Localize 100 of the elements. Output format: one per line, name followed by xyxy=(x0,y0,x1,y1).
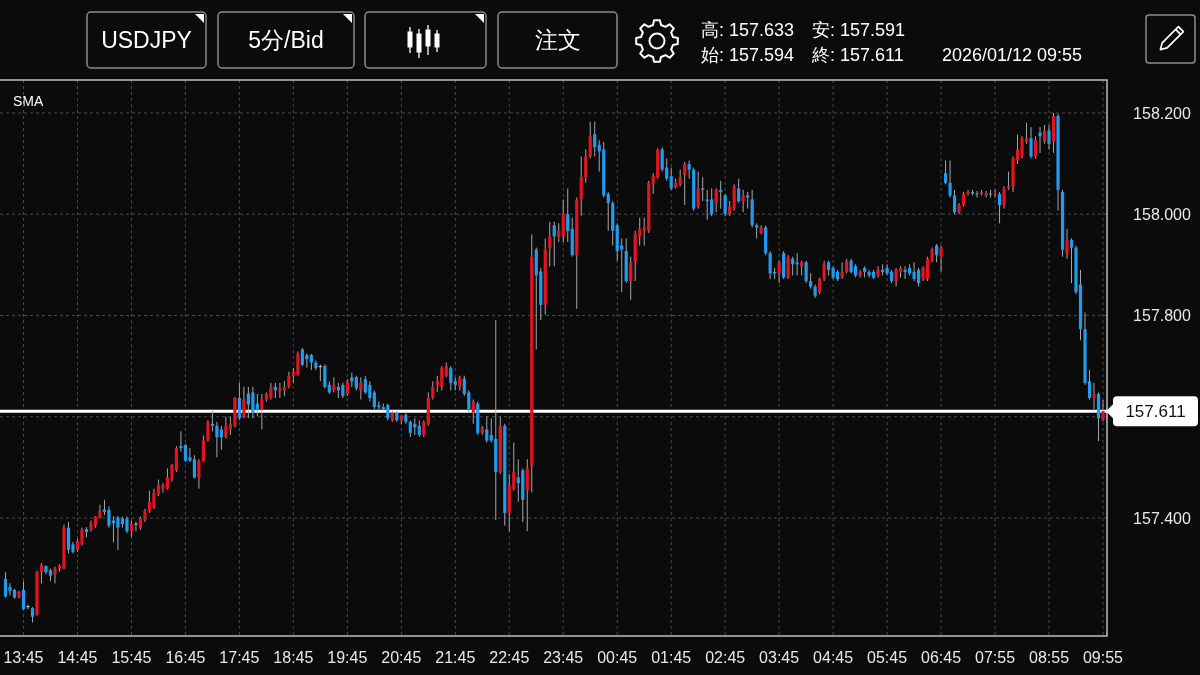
candlestick xyxy=(1069,238,1074,284)
candlestick xyxy=(237,382,241,421)
x-tick-label: 06:45 xyxy=(921,649,962,666)
x-tick-label: 03:45 xyxy=(759,649,800,666)
candlestick xyxy=(1101,399,1105,422)
candlestick xyxy=(246,386,250,419)
candlestick xyxy=(152,488,156,510)
candlestick xyxy=(107,505,111,529)
candlestick xyxy=(1092,382,1096,410)
candlestick xyxy=(894,267,898,288)
candlestick xyxy=(134,521,138,532)
candlestick xyxy=(966,189,970,196)
candlestick xyxy=(372,389,376,410)
x-tick-label: 00:45 xyxy=(597,649,638,666)
text: 高: 157.633 xyxy=(701,20,795,40)
candlestick xyxy=(795,252,799,276)
candlestick xyxy=(66,521,71,554)
x-tick-label: 07:55 xyxy=(975,649,1016,666)
candlestick xyxy=(305,352,309,369)
candlestick xyxy=(431,380,435,401)
text: 2026/01/12 09:55 xyxy=(942,45,1083,65)
candlestick xyxy=(683,161,687,206)
candlestick xyxy=(363,375,367,395)
candlestick xyxy=(804,260,808,284)
candlestick xyxy=(440,365,444,391)
candlestick xyxy=(1065,228,1069,260)
candlestick xyxy=(912,261,916,282)
x-tick-label: 05:45 xyxy=(867,649,908,666)
candlestick xyxy=(26,604,30,610)
candlestick xyxy=(997,191,1002,224)
chart-title: USDJPY xyxy=(101,27,192,53)
candlestick xyxy=(1006,171,1011,191)
candlestick xyxy=(943,160,948,185)
text: 終: 157.611 xyxy=(811,45,904,65)
x-tick-label: 18:45 xyxy=(273,649,314,666)
candlestick xyxy=(1042,124,1047,145)
candlestick xyxy=(1047,124,1051,150)
y-tick-label: 157.800 xyxy=(1133,307,1192,325)
x-tick-label: 13:45 xyxy=(3,649,44,666)
x-tick-label: 14:45 xyxy=(57,649,98,666)
x-tick-label: 02:45 xyxy=(705,649,746,666)
candlestick xyxy=(525,458,529,532)
y-tick-label: 158.000 xyxy=(1133,206,1192,224)
candlestick xyxy=(251,386,255,419)
candlestick xyxy=(300,347,304,367)
candlestick xyxy=(147,490,152,514)
candlestick xyxy=(1029,126,1033,159)
candlestick xyxy=(723,193,727,217)
candlestick xyxy=(323,364,327,389)
candlestick xyxy=(719,180,723,210)
candlestick xyxy=(984,190,988,198)
x-tick-label: 01:45 xyxy=(651,649,692,666)
candlestick xyxy=(993,189,997,198)
candlestick xyxy=(192,454,197,480)
candlestick xyxy=(1038,126,1042,154)
candlestick xyxy=(903,265,907,280)
candlestick xyxy=(566,187,570,243)
candlestick xyxy=(449,365,453,391)
candlestick xyxy=(485,415,489,444)
x-tick-label: 21:45 xyxy=(435,649,476,666)
candlestick xyxy=(242,386,246,419)
candlestick xyxy=(669,167,673,191)
candlestick xyxy=(952,189,957,215)
text: 安: 157.591 xyxy=(812,20,906,40)
candlestick xyxy=(579,155,583,217)
candlestick xyxy=(8,582,12,596)
x-tick-label: 16:45 xyxy=(165,649,206,666)
candlestick xyxy=(206,419,210,443)
candlestick xyxy=(224,416,228,440)
y-tick-label: 157.400 xyxy=(1133,510,1192,528)
candlestick xyxy=(939,245,943,273)
candlestick xyxy=(116,515,120,551)
candlestick xyxy=(768,250,772,280)
candlestick xyxy=(737,178,741,204)
candlestick xyxy=(777,260,781,284)
x-tick-label: 17:45 xyxy=(219,649,260,666)
annotation: SMA xyxy=(13,93,44,109)
ref-line-label: 157.611 xyxy=(1125,402,1186,422)
candlestick xyxy=(21,580,26,611)
candlestick xyxy=(948,160,952,198)
candlestick xyxy=(687,160,691,180)
candlestick xyxy=(701,176,705,202)
x-tick-label: 08:55 xyxy=(1029,649,1070,666)
candlestick xyxy=(786,254,790,280)
text: 始: 157.594 xyxy=(701,45,795,65)
candlestick xyxy=(552,221,556,267)
candlestick xyxy=(278,382,282,399)
candlestick xyxy=(368,380,372,403)
candlestick xyxy=(606,191,610,232)
x-tick-label: 22:45 xyxy=(489,649,530,666)
text: 注文 xyxy=(534,27,581,53)
candlestick xyxy=(916,267,921,288)
candlestick xyxy=(161,482,165,494)
candlestick xyxy=(201,434,206,463)
candlestick xyxy=(741,189,745,213)
y-tick-label: 158.200 xyxy=(1133,104,1192,122)
candlestick xyxy=(215,421,219,458)
candlestick xyxy=(593,121,597,157)
candlestick xyxy=(89,520,93,533)
candlestick xyxy=(219,425,223,451)
